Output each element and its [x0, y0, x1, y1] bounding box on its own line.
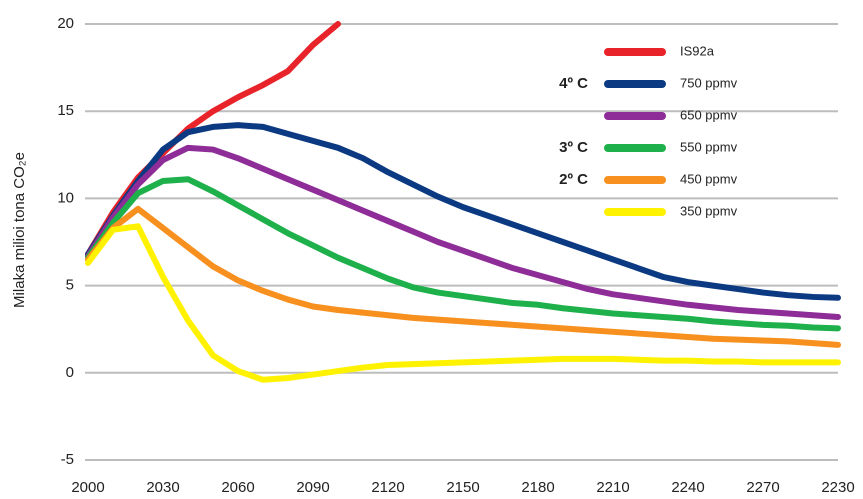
x-tick-label: 2240	[671, 479, 704, 496]
annotation: 3º C	[559, 139, 588, 156]
y-tick-label: 0	[66, 364, 74, 381]
x-tick-label: 2060	[221, 479, 254, 496]
legend-label: 750 ppmv	[680, 75, 738, 90]
legend-label: 650 ppmv	[680, 107, 738, 122]
legend-label: 550 ppmv	[680, 139, 738, 154]
annotation: 4º C	[559, 75, 588, 92]
x-tick-label: 2120	[371, 479, 404, 496]
series-line	[85, 122, 841, 301]
y-tick-label: 10	[57, 189, 74, 206]
y-tick-label: 20	[57, 15, 74, 32]
x-tick-label: 2180	[521, 479, 554, 496]
y-tick-label: 5	[66, 277, 74, 294]
x-tick-label: 2090	[296, 479, 329, 496]
x-tick-label: 2030	[146, 479, 179, 496]
x-tick-label: 2210	[596, 479, 629, 496]
legend-label: IS92a	[680, 43, 715, 58]
annotation: 2º C	[559, 171, 588, 188]
series-line	[85, 144, 841, 320]
series-line	[85, 223, 841, 383]
x-tick-label: 2150	[446, 479, 479, 496]
y-axis-label: Milaka milioi tona CO₂e	[11, 152, 28, 308]
legend-label: 450 ppmv	[680, 171, 738, 186]
legend-label: 350 ppmv	[680, 203, 738, 218]
y-tick-label: -5	[61, 451, 74, 468]
x-tick-label: 2230	[821, 479, 854, 496]
y-tick-label: 15	[57, 102, 74, 119]
x-tick-label: 2270	[746, 479, 779, 496]
x-tick-label: 2000	[71, 479, 104, 496]
series-line	[85, 176, 841, 332]
series-line	[85, 205, 841, 348]
